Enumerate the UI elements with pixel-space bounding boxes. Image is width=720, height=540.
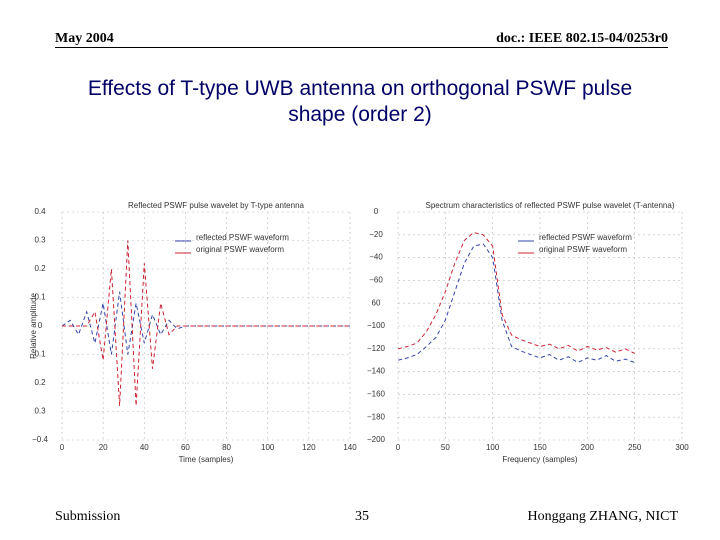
y-tick-label: 0.2 xyxy=(34,264,46,273)
y-tick-label: −60 xyxy=(369,276,383,285)
series-line xyxy=(61,291,350,355)
x-tick-label: 50 xyxy=(441,443,450,452)
header-rule xyxy=(55,47,668,48)
y-tick-label: 60 xyxy=(372,298,381,307)
y-tick-label: −140 xyxy=(367,367,386,376)
footer-left: Submission xyxy=(55,509,121,524)
y-tick-label: −0.4 xyxy=(32,435,48,444)
y-tick-label: 0.2 xyxy=(34,378,46,387)
y-tick-label: −20 xyxy=(369,230,383,239)
footer-right: Honggang ZHANG, NICT xyxy=(527,509,678,524)
y-tick-label: 0.4 xyxy=(34,207,46,216)
x-tick-label: 250 xyxy=(628,443,642,452)
legend-label: original PSWF waveform xyxy=(539,245,627,254)
y-tick-label: 0.1 xyxy=(34,350,46,359)
x-axis-label: Frequency (samples) xyxy=(502,455,577,464)
legend-label: reflected PSWF waveform xyxy=(539,233,632,242)
header-doc: doc.: IEEE 802.15-04/0253r0 xyxy=(496,31,668,46)
y-tick-label: 0 xyxy=(38,321,43,330)
y-tick-label: 0 xyxy=(374,207,379,216)
charts: Reflected PSWF pulse wavelet by T-type a… xyxy=(29,201,689,464)
y-tick-label: 0.1 xyxy=(34,293,46,302)
x-axis-label: Time (samples) xyxy=(179,455,234,464)
x-tick-label: 60 xyxy=(181,443,190,452)
x-tick-label: 140 xyxy=(343,443,357,452)
x-tick-label: 0 xyxy=(60,443,65,452)
y-tick-label: −100 xyxy=(367,321,386,330)
x-tick-label: 150 xyxy=(533,443,547,452)
y-tick-label: −160 xyxy=(367,390,386,399)
x-tick-label: 300 xyxy=(675,443,689,452)
y-tick-label: −40 xyxy=(369,253,383,262)
y-tick-label: −120 xyxy=(367,344,386,353)
x-tick-label: 120 xyxy=(302,443,316,452)
y-tick-label: −180 xyxy=(367,412,386,421)
y-tick-label: 0.3 xyxy=(34,236,46,245)
chart-title: Reflected PSWF pulse wavelet by T-type a… xyxy=(128,201,304,210)
x-tick-label: 200 xyxy=(581,443,595,452)
page-number: 35 xyxy=(355,509,369,524)
header-date: May 2004 xyxy=(55,31,114,46)
x-tick-label: 0 xyxy=(396,443,401,452)
y-tick-label: 0.3 xyxy=(34,407,46,416)
chart-title: Spectrum characteristics of reflected PS… xyxy=(426,201,675,210)
x-tick-label: 40 xyxy=(140,443,149,452)
y-axis-label: Relative amplitude xyxy=(29,293,38,359)
series-line xyxy=(397,231,635,354)
slide-title: Effects of T-type UWB antenna on orthogo… xyxy=(87,77,633,126)
legend-label: reflected PSWF waveform xyxy=(196,233,289,242)
series-line xyxy=(397,243,635,364)
x-tick-label: 100 xyxy=(261,443,275,452)
y-tick-label: −200 xyxy=(367,435,386,444)
x-tick-label: 20 xyxy=(99,443,108,452)
series-line xyxy=(62,240,350,406)
legend-label: original PSWF waveform xyxy=(196,245,284,254)
x-tick-label: 80 xyxy=(222,443,231,452)
x-tick-label: 100 xyxy=(486,443,500,452)
